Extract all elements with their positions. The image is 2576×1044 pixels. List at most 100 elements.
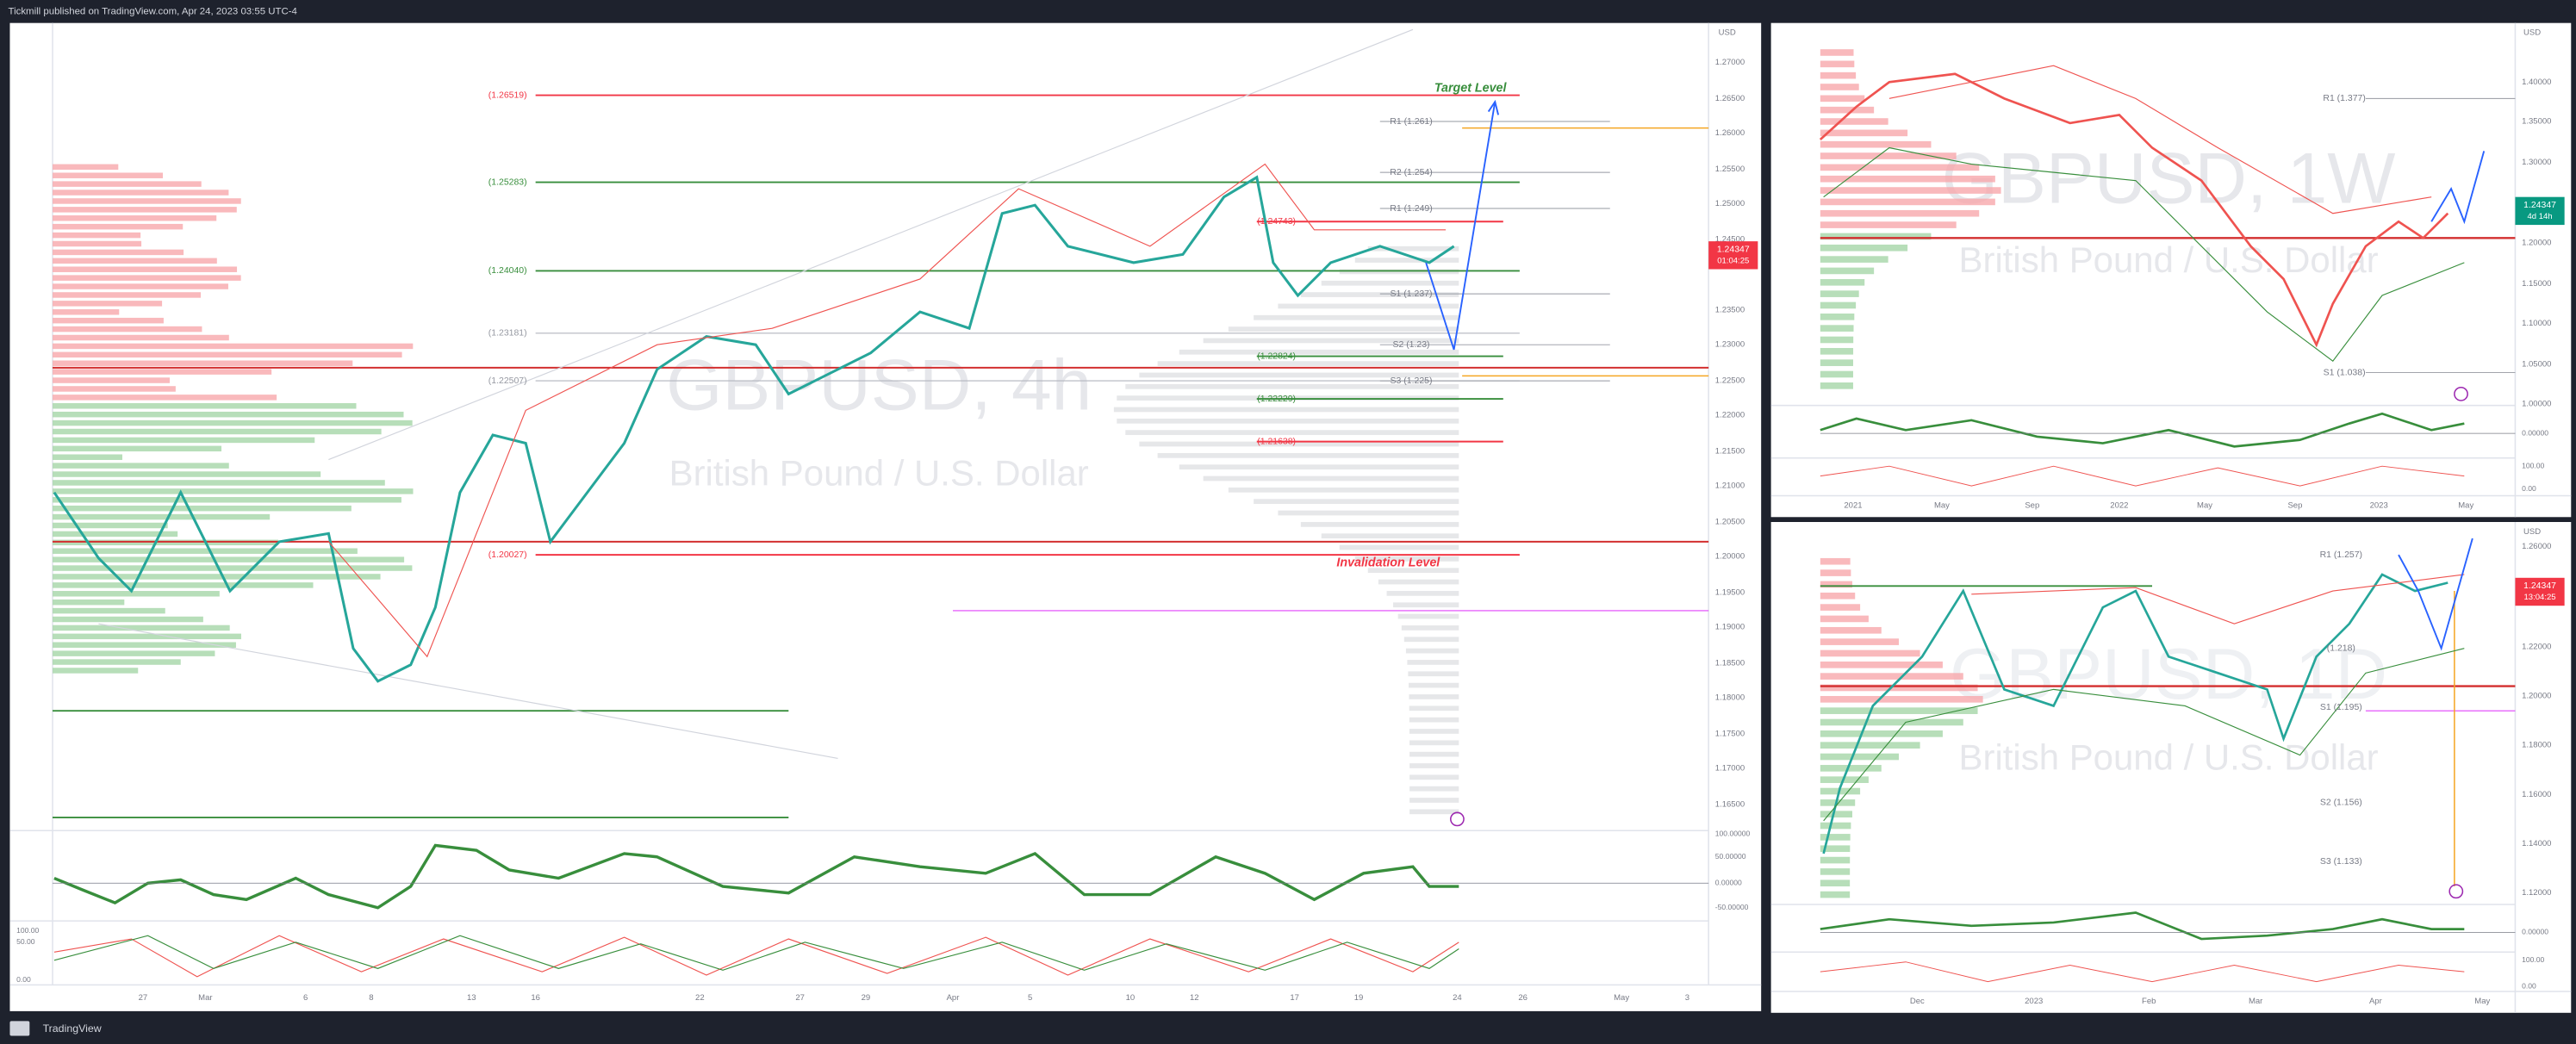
volume-bar	[1820, 822, 1851, 830]
pivot-label: R1 (1.249)	[1390, 204, 1432, 214]
pivot-label: (1.218)	[2327, 644, 2355, 654]
main-panel	[9, 22, 1762, 1011]
price-tick-label: 1.23000	[1715, 340, 1745, 350]
weekly-panel	[1770, 22, 2572, 518]
projection-path	[2398, 538, 2473, 651]
volume-bar	[1203, 475, 1459, 482]
price-tick-label: 1.22000	[2522, 642, 2551, 651]
price-tick-label: 1.27000	[1715, 58, 1745, 67]
time-tick-label: Dec	[1910, 997, 1925, 1006]
volume-bar	[1820, 382, 1853, 389]
volume-bar	[1254, 314, 1459, 320]
volume-bar	[53, 292, 202, 298]
volume-bar	[1820, 879, 1851, 887]
volume-bar	[53, 386, 176, 392]
volume-bar	[1321, 280, 1459, 286]
projection-arrow	[1487, 99, 1500, 115]
oscillator-tick-label: 100.00	[2522, 955, 2544, 964]
projection-path	[2430, 151, 2486, 225]
volume-bar	[1378, 579, 1459, 585]
price-tick-label: 1.24500	[1715, 235, 1745, 245]
time-tick-label: May	[2197, 500, 2212, 510]
oscillator-tick-label: 50.00	[16, 937, 35, 946]
volume-bar	[53, 172, 164, 178]
price-tag	[2515, 577, 2565, 606]
price-tick-label: 1.15000	[2522, 279, 2551, 289]
time-tick-label: 5	[1028, 993, 1032, 1003]
price-tag-countdown: 13:04:25	[2524, 593, 2556, 602]
volume-bar	[1401, 625, 1459, 631]
volume-bar	[1405, 648, 1459, 654]
oscillator-tick-label: 0.00	[2522, 982, 2536, 991]
brand-logo	[9, 1021, 30, 1036]
volume-bar	[1820, 187, 2001, 194]
time-tick-label: Apr	[947, 993, 961, 1003]
oscillator-tick-label: 0.00	[16, 975, 31, 984]
volume-bar	[1820, 811, 1852, 818]
time-tick-label: 2023	[2025, 997, 2043, 1006]
time-tick-label: 27	[139, 993, 148, 1003]
oscillator-tick-label: 100.00000	[1715, 829, 1751, 837]
fib-level-label: (1.20027)	[488, 550, 527, 560]
volume-bar	[53, 190, 229, 196]
volume-bar	[1820, 152, 1957, 159]
volume-bar	[1820, 336, 1854, 344]
level-label: (1.22229)	[1257, 395, 1296, 404]
watermark-description: British Pound / U.S. Dollar	[1959, 736, 2379, 777]
volume-bar	[53, 454, 122, 460]
time-tick-label: Mar	[2249, 997, 2263, 1006]
pivot-label: S2 (1.156)	[2320, 799, 2362, 808]
volume-bar	[53, 445, 222, 452]
volume-bar	[1820, 175, 1995, 183]
time-tick-label: 12	[1190, 993, 1199, 1003]
volume-bar	[53, 633, 241, 640]
volume-bar	[1820, 638, 1899, 645]
volume-bar	[1820, 313, 1855, 320]
volume-bar	[53, 223, 184, 230]
volume-bar	[1367, 245, 1459, 252]
volume-bar	[1820, 604, 1861, 611]
volume-bar	[1820, 891, 1851, 898]
volume-bar	[1386, 591, 1459, 596]
price-tick-label: 1.20000	[2522, 239, 2551, 248]
target-label: Target Level	[1434, 82, 1508, 96]
volume-bar	[53, 480, 385, 486]
pivot-label: S3 (1.225)	[1391, 376, 1433, 386]
level-label: (1.21638)	[1257, 437, 1296, 446]
level-label: (1.24743)	[1257, 217, 1296, 227]
volume-bar	[53, 574, 381, 580]
volume-bar	[53, 360, 353, 366]
price-tick-label: 1.25000	[1715, 199, 1745, 208]
oscillator-tick-label: 0.00000	[1715, 879, 1742, 887]
stochastic-line	[1820, 961, 2465, 983]
price-tag-value: 1.24347	[2523, 201, 2556, 210]
volume-bar	[53, 437, 315, 444]
volume-bar	[1409, 786, 1459, 792]
volume-bar	[1820, 233, 1932, 240]
volume-bar	[1820, 845, 1851, 853]
price-tick-label: 1.18000	[2522, 741, 2551, 750]
volume-bar	[1820, 718, 1963, 726]
pivot-label: R2 (1.254)	[1390, 168, 1432, 177]
volume-bar	[1820, 84, 1859, 90]
price-tick-label: 1.30000	[2522, 158, 2551, 167]
volume-bar	[53, 488, 414, 494]
volume-bar	[1820, 60, 1855, 68]
volume-bar	[1820, 71, 1857, 79]
time-tick-label: Feb	[2142, 997, 2156, 1006]
volume-bar	[1367, 568, 1459, 574]
volume-bar	[1820, 348, 1854, 355]
pivot-label: S1 (1.237)	[1391, 289, 1433, 299]
volume-bar	[53, 309, 120, 315]
volume-bar	[1820, 742, 1920, 749]
volume-bar	[53, 522, 168, 529]
volume-bar	[1820, 684, 1978, 692]
time-tick-label: 10	[1126, 993, 1136, 1003]
volume-bar	[1820, 301, 1857, 309]
price-tick-label: 1.19000	[1715, 622, 1745, 631]
volume-bar	[53, 275, 241, 281]
volume-bar	[1820, 834, 1851, 841]
volume-bar	[1820, 49, 1854, 56]
time-tick-label: 22	[695, 993, 705, 1003]
volume-bar	[53, 181, 202, 187]
